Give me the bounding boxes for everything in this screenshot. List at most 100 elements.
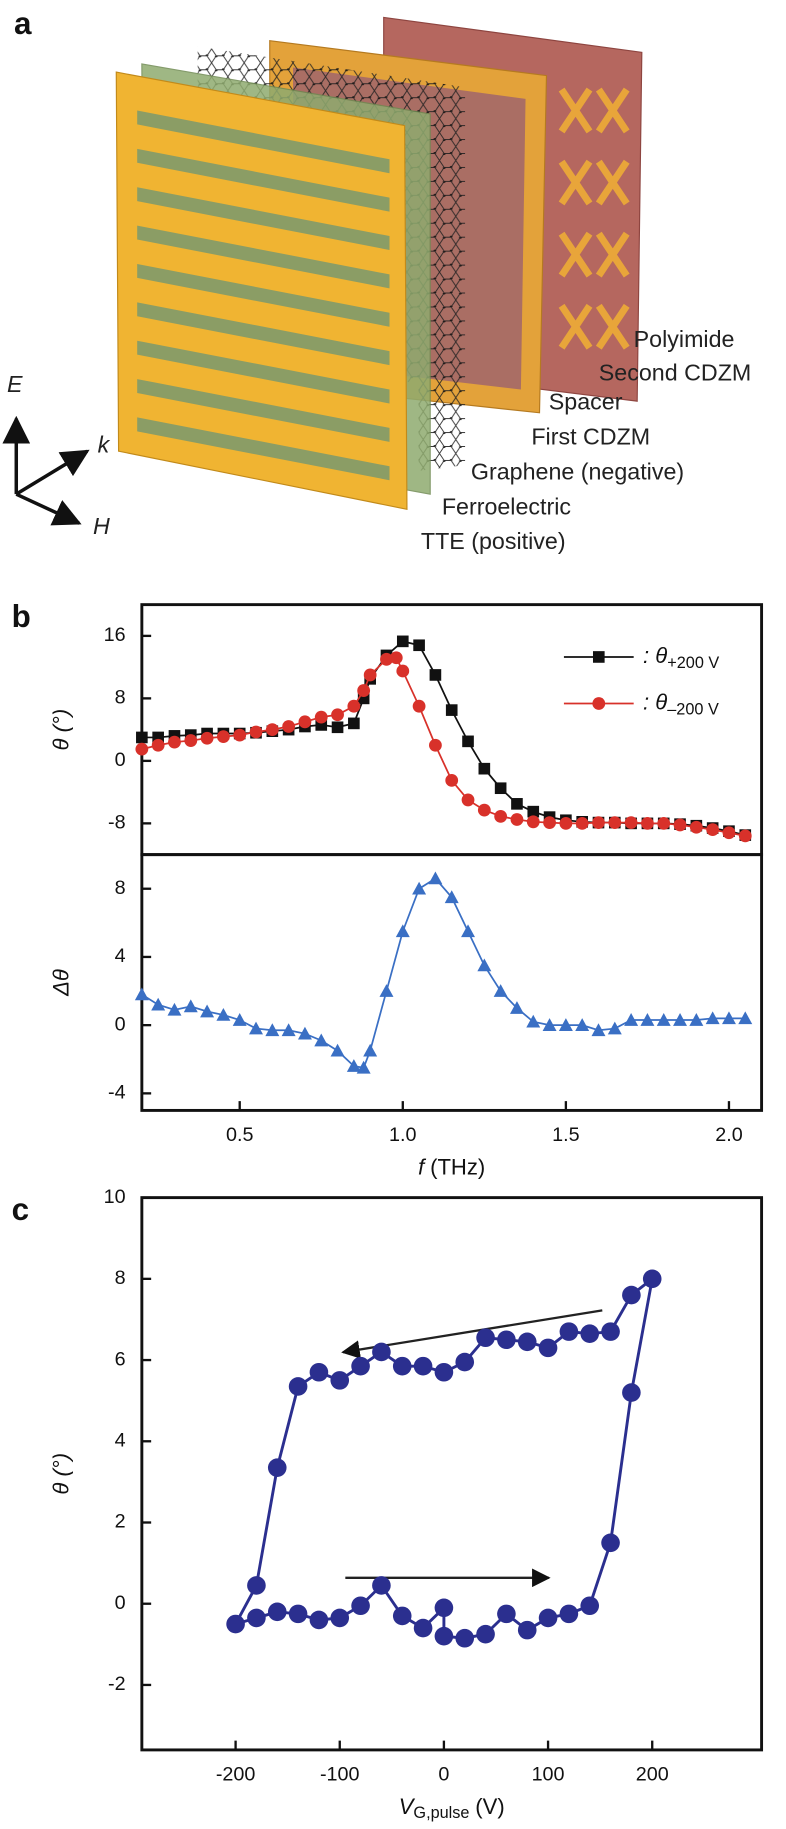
marker: [517, 1332, 537, 1352]
marker: [455, 1628, 475, 1648]
marker: [656, 1013, 671, 1026]
marker: [738, 1011, 753, 1025]
layer-label: Spacer: [549, 389, 623, 415]
marker: [356, 1060, 371, 1074]
marker: [657, 816, 671, 830]
marker: [392, 1356, 412, 1376]
marker: [608, 816, 622, 829]
marker: [429, 669, 442, 681]
legend-subscript: –200 V: [667, 701, 719, 719]
marker: [592, 651, 605, 663]
marker: [575, 1018, 590, 1031]
marker: [461, 793, 475, 807]
marker: [363, 668, 377, 682]
marker: [622, 1383, 641, 1402]
marker: [380, 652, 393, 666]
marker: [526, 815, 540, 829]
marker: [476, 1624, 495, 1644]
marker: [152, 731, 164, 744]
marker: [348, 717, 360, 730]
marker: [167, 1002, 182, 1016]
y-tick-label: 6: [115, 1348, 126, 1370]
marker: [396, 635, 409, 648]
marker: [267, 1458, 287, 1477]
marker: [265, 723, 279, 737]
marker: [641, 816, 654, 830]
marker: [363, 1043, 378, 1057]
marker: [428, 871, 443, 885]
marker: [509, 1001, 524, 1014]
legend-subscript: +200 V: [667, 654, 719, 672]
marker: [689, 1013, 704, 1026]
marker: [249, 725, 263, 739]
x-tick-label: -100: [320, 1764, 360, 1786]
axis-symbol: E: [7, 371, 23, 397]
marker: [183, 999, 198, 1013]
marker: [497, 1604, 516, 1624]
marker: [543, 816, 556, 829]
marker: [559, 1604, 579, 1624]
marker: [298, 715, 312, 729]
y-tick-label: 8: [115, 1267, 126, 1289]
grating-slot: [137, 340, 390, 404]
marker: [476, 1328, 495, 1348]
legend-name: : θ: [643, 689, 667, 714]
marker: [413, 1356, 433, 1376]
marker: [330, 1371, 350, 1390]
marker: [200, 731, 214, 745]
marker: [494, 782, 507, 795]
layer-label: TTE (positive): [421, 528, 566, 554]
marker: [624, 816, 638, 829]
marker: [247, 1608, 266, 1628]
axis-arrow: [15, 449, 90, 496]
marker: [357, 684, 371, 697]
marker: [477, 803, 491, 817]
grating-slot: [137, 110, 390, 174]
marker: [575, 816, 589, 830]
layer-label: First CDZM: [531, 424, 650, 450]
axis-arrow: [15, 492, 82, 526]
x-label-unit: (THz): [430, 1154, 485, 1179]
marker: [151, 997, 166, 1011]
marker: [168, 735, 181, 749]
marker: [309, 1610, 329, 1630]
marker: [217, 730, 230, 744]
marker: [558, 1018, 573, 1031]
grating-slot: [137, 417, 390, 481]
marker: [412, 881, 427, 895]
marker: [351, 1356, 370, 1376]
marker: [580, 1324, 600, 1343]
panel-label: b: [12, 599, 31, 634]
marker: [434, 1626, 454, 1646]
marker: [527, 805, 540, 818]
marker: [445, 704, 458, 716]
marker: [591, 1023, 606, 1037]
y-tick-label: -2: [108, 1673, 126, 1695]
x-tick-label: 0.5: [226, 1124, 253, 1146]
marker: [673, 818, 687, 832]
panel-label: c: [12, 1192, 29, 1227]
x-tick-label: 1.5: [552, 1124, 579, 1146]
marker: [389, 651, 403, 665]
cdzm-unit: [595, 231, 630, 278]
legend-name: : θ: [643, 643, 667, 668]
marker: [673, 1013, 688, 1026]
grating-slot: [137, 263, 390, 327]
marker: [200, 1004, 215, 1018]
marker: [526, 1014, 541, 1028]
marker: [461, 924, 476, 938]
x-tick-label: 100: [532, 1764, 565, 1786]
series-line: [141, 656, 746, 837]
cdzm-unit: [558, 303, 593, 350]
grating-slot: [137, 225, 390, 289]
marker: [288, 1604, 308, 1624]
marker: [267, 1602, 287, 1622]
axis-symbol: H: [93, 513, 110, 539]
legend-label: : θ–200 V: [643, 689, 719, 718]
marker: [282, 720, 296, 733]
marker: [517, 1620, 537, 1640]
series-line: [141, 640, 746, 836]
marker: [538, 1608, 558, 1628]
